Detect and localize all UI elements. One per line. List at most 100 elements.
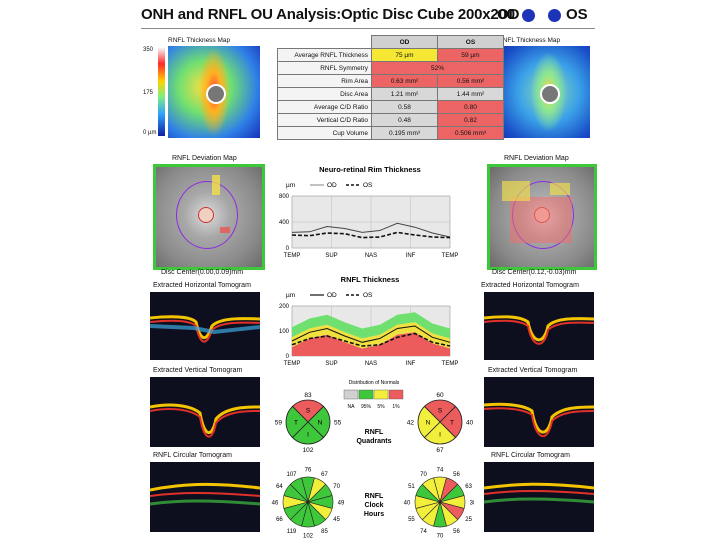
table-row: RNFL Symmetry 52% [277, 61, 504, 75]
series-os-line [291, 231, 451, 239]
od-clock-value: 67 [321, 472, 328, 478]
os-label: OS [566, 6, 588, 23]
os-clock-value: 38 [470, 501, 474, 507]
os-clock-value: 70 [420, 472, 427, 478]
legend-item-label: NA [348, 404, 356, 410]
row-label: Vertical C/D Ratio [277, 113, 372, 127]
od-quadrant-letter: S [306, 408, 311, 415]
x-tick-label: INF [406, 361, 416, 367]
x-tick-label: TEMP [284, 361, 301, 367]
legend-item-label: 5% [377, 404, 385, 410]
od-clock-value: 70 [333, 484, 340, 490]
od-quadrant-t [285, 405, 309, 439]
od-vertical-tomogram-title: Extracted Vertical Tomogram [153, 367, 243, 374]
od-clock-value: 119 [287, 529, 297, 535]
od-clock-value: 107 [286, 472, 297, 478]
os-clock-value: 74 [420, 529, 427, 535]
os-quadrant-n [417, 405, 441, 439]
legend-swatch [358, 389, 374, 400]
os-disc-center: Disc Center(0.12,-0.03)mm [492, 269, 577, 276]
os-value-right: 40 [466, 420, 474, 427]
x-tick-label: TEMP [442, 361, 459, 367]
os-clock-value: 63 [465, 484, 472, 490]
os-quadrant-letter: T [450, 420, 454, 427]
od-value: 0.195 mm³ [371, 126, 438, 140]
row-label: Rim Area [277, 74, 372, 88]
od-horizontal-tomogram [150, 292, 260, 360]
od-clock-value: 49 [338, 501, 345, 507]
os-value-i: 67 [436, 447, 444, 454]
normal-band-green [292, 312, 450, 339]
os-deviation-map [487, 164, 597, 270]
distribution-legend-title: Distribution of Normals [349, 380, 400, 386]
legend-swatch [373, 389, 389, 400]
od-value: 75 µm [371, 48, 438, 62]
row-label: Average C/D Ratio [277, 100, 372, 114]
od-label: OD [497, 6, 520, 23]
os-horizontal-tomogram-title: Extracted Horizontal Tomogram [481, 282, 579, 289]
os-disc-marker [540, 84, 560, 104]
y-tick-label: 400 [279, 220, 290, 226]
legend-od-label: OD [327, 182, 337, 189]
row-label: Average RNFL Thickness [277, 48, 372, 62]
table-row: Vertical C/D Ratio 0.48 0.82 [277, 113, 504, 127]
chart-title: Neuro-retinal Rim Thickness [319, 165, 421, 174]
od-scale-mid: 175 [143, 90, 154, 96]
od-horizontal-tomogram-title: Extracted Horizontal Tomogram [153, 282, 251, 289]
y-tick-label: 800 [279, 194, 290, 200]
od-scale-top: 350 [143, 47, 154, 53]
os-quadrant-letter: N [426, 420, 431, 427]
legend-item-label: 95% [361, 404, 372, 410]
os-clock-value: 40 [404, 501, 411, 507]
table-row: Rim Area 0.63 mm² 0.56 mm² [277, 74, 504, 88]
od-disc-marker [206, 84, 226, 104]
symmetry-value: 52% [371, 61, 504, 75]
y-tick-label: 100 [279, 329, 290, 335]
legend-od-label: OD [327, 292, 337, 299]
x-tick-label: NAS [365, 361, 377, 367]
os-value: 0.506 mm³ [437, 126, 504, 140]
od-value: 1.21 mm² [371, 87, 438, 101]
row-label: Cup Volume [277, 126, 372, 140]
os-deviation-yellow-2 [550, 183, 570, 195]
y-axis-label: µm [286, 292, 295, 299]
od-clock-value: 66 [276, 517, 283, 523]
series-od-line [291, 222, 451, 238]
os-circular-tomogram [484, 462, 594, 532]
outside-band-red [292, 332, 450, 356]
od-quadrant-n [307, 405, 331, 439]
od-vertical-tomogram [150, 377, 260, 447]
od-quadrant-letter: T [294, 420, 298, 427]
od-quadrant-letter: N [318, 420, 323, 427]
y-tick-label: 0 [286, 246, 290, 252]
od-clock-value: 76 [305, 468, 312, 474]
os-deviation-red [510, 197, 572, 243]
x-tick-label: SUP [325, 253, 337, 259]
od-value: 0.48 [371, 113, 438, 127]
legend-os-label: OS [363, 292, 373, 299]
os-quadrant-letter: I [439, 432, 441, 439]
od-circular-tomogram-title: RNFL Circular Tomogram [153, 452, 232, 459]
od-value-s: 83 [304, 392, 312, 399]
os-value: 0.56 mm² [437, 74, 504, 88]
od-dot-icon [522, 9, 535, 22]
table-row: Cup Volume 0.195 mm³ 0.506 mm³ [277, 126, 504, 140]
od-value-left: 59 [275, 420, 283, 427]
od-disc-center: Disc Center(0.00,0.09)mm [161, 269, 244, 276]
os-clock-value: 56 [453, 529, 460, 535]
clock-title-line: Hours [364, 511, 384, 518]
od-quadrant-s [291, 399, 325, 423]
legend-os-label: OS [363, 182, 373, 189]
od-quadrant-i [291, 421, 325, 445]
od-deviation-map [153, 164, 265, 270]
x-tick-label: SUP [325, 361, 337, 367]
y-axis-label: µm [286, 182, 295, 189]
od-scale-bottom: 0 µm [143, 130, 157, 136]
od-scan-circle [176, 181, 238, 249]
table-row: Disc Area 1.21 mm² 1.44 mm² [277, 87, 504, 101]
row-label: RNFL Symmetry [277, 61, 372, 75]
table-header-row: OD OS [277, 35, 504, 49]
od-clock-value: 45 [333, 517, 340, 523]
